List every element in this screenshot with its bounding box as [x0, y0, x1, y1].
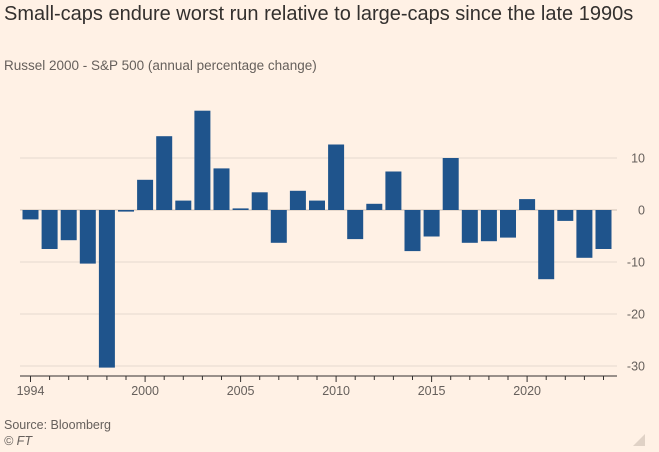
bar-1999 [118, 210, 134, 212]
bar-2023 [576, 210, 593, 258]
y-tick-label: 0 [638, 204, 645, 218]
ft-credit: © FT [4, 434, 32, 448]
x-axis: 1994 2000 2005 2010 2015 2020 [17, 375, 617, 398]
bar-2024 [595, 210, 612, 249]
bar-2020 [519, 199, 536, 210]
source-note: Source: Bloomberg [4, 418, 112, 432]
bar-2014 [404, 210, 421, 252]
expand-icon[interactable] [633, 434, 645, 446]
chart-title: Small-caps endure worst run relative to … [4, 3, 634, 25]
x-tick-label: 2005 [227, 384, 255, 398]
bar-1998 [98, 210, 115, 368]
bar-2004 [213, 168, 230, 210]
bar-1995 [41, 210, 58, 249]
y-tick-label: 10 [631, 152, 645, 166]
x-tick-label: 2000 [131, 384, 159, 398]
bars [22, 110, 612, 368]
bar-2001 [156, 136, 173, 210]
bar-2005 [232, 208, 249, 210]
bar-2010 [328, 144, 345, 210]
x-tick-label: 1994 [17, 384, 45, 398]
bar-1996 [60, 210, 77, 241]
bar-1997 [79, 210, 96, 264]
bar-2015 [423, 210, 440, 237]
chart-subtitle: Russel 2000 - S&P 500 (annual percentage… [4, 58, 317, 73]
y-tick-label: -20 [627, 308, 645, 322]
bar-2022 [557, 210, 574, 221]
bar-2018 [480, 210, 497, 242]
bar-2016 [442, 158, 459, 210]
bar-2021 [538, 210, 555, 280]
bar-2002 [175, 200, 192, 210]
x-tick-label: 2020 [513, 384, 541, 398]
y-tick-label: -10 [627, 256, 645, 270]
bar-2006 [251, 192, 268, 210]
bar-2017 [461, 210, 478, 243]
bar-2008 [289, 190, 306, 210]
bar-2009 [309, 200, 325, 210]
bar-2011 [347, 210, 364, 240]
bar-2000 [137, 179, 154, 210]
bar-2007 [270, 210, 287, 243]
bar-2003 [194, 110, 211, 210]
bar-1994 [22, 210, 39, 220]
bar-2012 [366, 203, 383, 210]
y-tick-label: -30 [627, 360, 645, 374]
y-axis-ticks: 10 0 -10 -20 -30 [627, 152, 645, 374]
bar-2013 [385, 171, 402, 210]
bar-2019 [500, 210, 516, 238]
x-tick-label: 2015 [418, 384, 446, 398]
x-tick-label: 2010 [322, 384, 350, 398]
